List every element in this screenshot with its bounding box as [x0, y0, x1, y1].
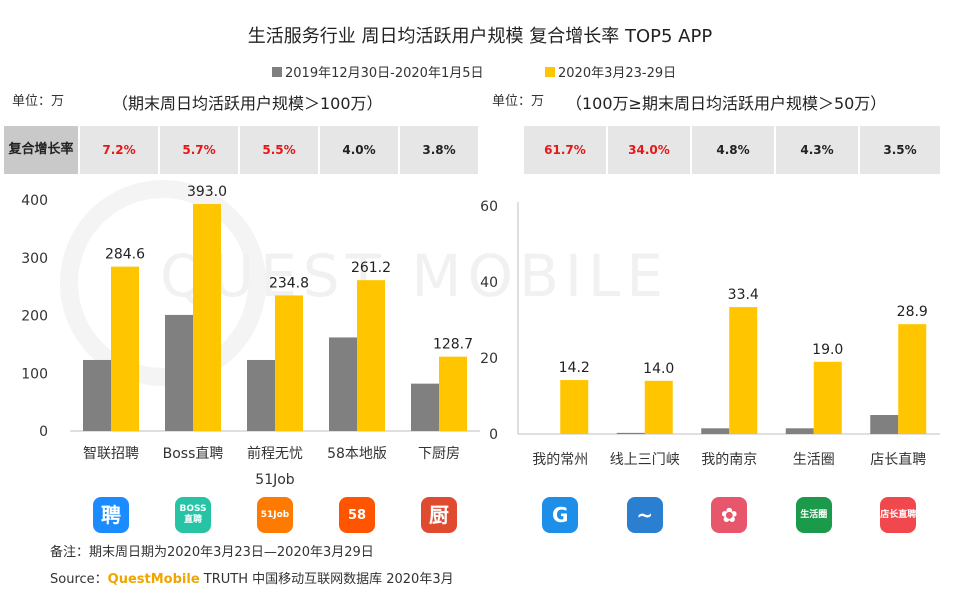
source-rest: TRUTH 中国移动互联网数据库 2020年3月: [199, 572, 454, 587]
source-line: Source：QuestMobile TRUTH 中国移动互联网数据库 2020…: [50, 568, 454, 587]
left-data-label-1: 393.0: [187, 184, 227, 200]
shenghuoquan-app-icon: 生活圈: [795, 497, 832, 533]
left-bar-prev-1: [165, 314, 193, 431]
right-data-label-4: 28.9: [897, 304, 928, 320]
source-prefix: Source：: [50, 572, 108, 587]
legend-swatch-yellow: [545, 66, 555, 77]
left-bar-curr-4: [439, 356, 467, 431]
right-data-label-1: 14.0: [643, 361, 674, 377]
right-data-label-2: 33.4: [728, 287, 759, 303]
right-bar-curr-3: [813, 361, 842, 434]
right-data-label-3: 19.0: [812, 342, 843, 358]
right-unit: 单位：万: [492, 94, 545, 109]
legend-label-curr: 2020年3月23-29日: [558, 66, 677, 81]
right-bar-prev-1: [616, 432, 645, 434]
legend-label-prev: 2019年12月30日-2020年1月5日: [285, 66, 484, 81]
right-ytick-3: 60: [480, 199, 498, 215]
source-brand: QuestMobile: [107, 572, 200, 587]
zhilian-app-icon: 聘: [93, 497, 129, 533]
boss-app-icon: BOSS直聘: [175, 497, 211, 533]
left-category-label-4: 下厨房: [418, 446, 460, 462]
left-bar-curr-2: [275, 295, 303, 431]
dianzhang-app-icon: 店长直聘: [880, 497, 917, 533]
cagr-label: 复合增长率: [4, 126, 78, 174]
cagr-right-1: 34.0%: [608, 126, 690, 174]
left-bar-prev-3: [329, 337, 357, 431]
left-bar-curr-1: [193, 204, 221, 431]
left-category-label-3: 58本地版: [327, 446, 387, 462]
right-bar-prev-2: [701, 428, 730, 434]
cagr-left-0: 7.2%: [80, 126, 158, 174]
cagr-left-4: 3.8%: [400, 126, 478, 174]
xiachufang-app-icon: 厨: [421, 497, 457, 533]
right-category-label-3: 生活圈: [793, 452, 835, 468]
cagr-right-3: 4.3%: [776, 126, 858, 174]
left-bar-prev-4: [411, 383, 439, 431]
cagr-left-3: 4.0%: [320, 126, 398, 174]
left-ytick-2: 200: [21, 309, 48, 325]
cagr-right-0: 61.7%: [524, 126, 606, 174]
cagr-right-4: 3.5%: [860, 126, 940, 174]
left-bar-prev-2: [247, 359, 275, 431]
left-data-label-3: 261.2: [351, 260, 391, 276]
right-data-label-0: 14.2: [559, 360, 590, 376]
right-bar-curr-2: [729, 307, 758, 434]
right-ytick-1: 20: [480, 351, 498, 367]
left-unit: 单位：万: [12, 94, 65, 109]
right-category-label-4: 店长直聘: [870, 451, 926, 468]
cagr-left-2: 5.5%: [240, 126, 318, 174]
legend-swatch-gray: [272, 66, 282, 77]
right-bar-curr-1: [644, 380, 673, 434]
right-category-label-1: 线上三门峡: [610, 452, 680, 468]
watermark: QUEST MOBILE: [160, 242, 669, 310]
cagr-right-2: 4.8%: [692, 126, 774, 174]
51job-app-icon: 51Job: [257, 497, 293, 533]
right-bar-curr-4: [898, 324, 927, 434]
left-category-label-2-line1: 前程无忧: [247, 445, 303, 462]
right-ytick-0: 0: [489, 427, 498, 443]
left-category-label-0: 智联招聘: [83, 446, 139, 462]
left-category-label-1: Boss直聘: [163, 445, 224, 462]
left-ytick-0: 0: [39, 424, 48, 440]
left-bar-curr-0: [111, 266, 139, 431]
left-bar-prev-0: [83, 359, 111, 431]
right-bar-prev-4: [870, 415, 899, 434]
left-category-label-2-line2: 51Job: [255, 472, 295, 488]
left-subtitle: （期末周日均活跃用户规模＞100万）: [112, 94, 383, 113]
wodechangzhou-app-icon: G: [542, 497, 579, 533]
sanmenxia-app-icon: ~: [626, 497, 663, 533]
left-data-label-2: 234.8: [269, 275, 309, 291]
cagr-left-1: 5.7%: [160, 126, 238, 174]
left-ytick-3: 300: [21, 251, 48, 267]
legend-item-curr: 2020年3月23-29日: [545, 62, 676, 81]
right-bar-prev-3: [785, 428, 814, 434]
right-ytick-2: 40: [480, 275, 498, 291]
left-data-label-0: 284.6: [105, 247, 145, 263]
left-bar-curr-3: [357, 280, 385, 431]
left-data-label-4: 128.7: [433, 337, 473, 353]
right-subtitle: （100万≥期末周日均活跃用户规模＞50万）: [566, 94, 887, 113]
legend-item-prev: 2019年12月30日-2020年1月5日: [272, 62, 484, 81]
right-category-label-0: 我的常州: [532, 452, 588, 468]
left-ytick-1: 100: [21, 366, 48, 382]
right-category-label-2: 我的南京: [701, 452, 757, 468]
58-app-icon: 58: [339, 497, 375, 533]
footnote: 备注：期末周日期为2020年3月23日—2020年3月29日: [50, 545, 374, 560]
left-ytick-4: 400: [21, 193, 48, 209]
chart-title: 生活服务行业 周日均活跃用户规模 复合增长率 TOP5 APP: [247, 26, 713, 47]
right-bar-curr-0: [560, 380, 589, 434]
wodenanjing-app-icon: ✿: [711, 497, 748, 533]
